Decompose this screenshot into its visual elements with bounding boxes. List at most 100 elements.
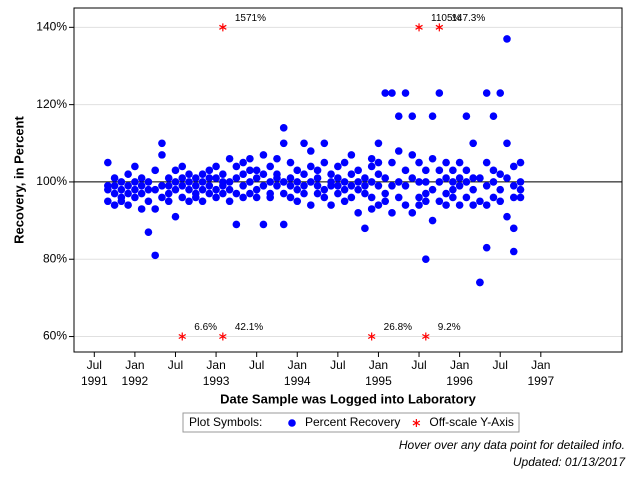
- data-point: [137, 205, 146, 213]
- data-point: [415, 158, 423, 167]
- data-point: [279, 178, 288, 186]
- data-point: [388, 89, 396, 97]
- data-point: [320, 158, 329, 167]
- data-point: [151, 185, 159, 194]
- data-point: [144, 185, 153, 194]
- data-point: [415, 193, 423, 202]
- x-tick-label: 1994: [284, 374, 311, 388]
- x-tick-label: Jul: [411, 358, 426, 372]
- data-point: [124, 189, 132, 198]
- data-point: [306, 201, 315, 209]
- data-point: [124, 201, 132, 209]
- data-point: [320, 185, 329, 194]
- data-point: [205, 189, 214, 198]
- data-point: [327, 181, 335, 190]
- data-point: [293, 178, 302, 186]
- data-point: [266, 178, 274, 186]
- data-point: [327, 170, 335, 179]
- data-point: [144, 178, 153, 186]
- data-point: [469, 201, 477, 209]
- data-point: [124, 170, 132, 179]
- data-point: [300, 170, 308, 179]
- data-point: [279, 139, 288, 148]
- data-point: [171, 185, 180, 194]
- data-point: [367, 205, 376, 213]
- data-point: [334, 162, 342, 171]
- data-point: [293, 197, 302, 206]
- data-point: [239, 181, 247, 190]
- data-point: [286, 193, 295, 202]
- data-point: [347, 193, 356, 202]
- x-tick-label: Jul: [249, 358, 264, 372]
- data-point: [246, 166, 254, 175]
- data-point: [482, 89, 491, 97]
- data-point: [178, 174, 187, 182]
- data-point: [394, 193, 403, 202]
- data-point: [354, 185, 362, 194]
- point-label: 1105%: [431, 13, 462, 24]
- data-point: [489, 166, 498, 175]
- data-point: [178, 181, 187, 190]
- data-point: [394, 112, 403, 121]
- data-point: [428, 216, 437, 225]
- data-point: [212, 193, 220, 202]
- data-point: [388, 158, 396, 167]
- data-point: [273, 181, 281, 190]
- data-point: [225, 185, 234, 194]
- x-tick-label: Jan: [369, 358, 388, 372]
- data-point: [293, 166, 302, 175]
- data-point: [469, 185, 477, 194]
- data-point: [489, 178, 498, 186]
- data-point: [259, 181, 268, 190]
- data-point: [246, 178, 254, 186]
- data-point: [232, 220, 241, 229]
- data-point: [198, 170, 207, 179]
- legend-label: Percent Recovery: [305, 415, 400, 429]
- data-point: [225, 154, 234, 163]
- data-point: [239, 193, 247, 202]
- data-point: [110, 189, 119, 198]
- data-point: [259, 151, 268, 159]
- data-point: [137, 181, 146, 190]
- data-point: [158, 193, 166, 202]
- asterisk-marker: [412, 419, 421, 427]
- data-point: [388, 181, 396, 190]
- data-point: [131, 185, 139, 194]
- data-point: [482, 243, 491, 252]
- data-point: [381, 189, 390, 198]
- data-point: [449, 178, 457, 186]
- data-point: [462, 193, 471, 202]
- data-point: [117, 185, 126, 194]
- data-point: [164, 181, 173, 190]
- data-point: [131, 193, 139, 202]
- data-point: [320, 193, 329, 202]
- x-tick-label: Jan: [531, 358, 550, 372]
- data-point: [151, 205, 159, 213]
- data-point: [191, 181, 200, 190]
- data-point: [503, 212, 511, 221]
- data-point: [185, 197, 193, 206]
- data-point: [300, 139, 308, 148]
- data-point: [408, 174, 417, 182]
- legend-title: Plot Symbols:: [189, 415, 262, 429]
- data-point: [476, 197, 484, 206]
- data-point: [225, 178, 234, 186]
- y-tick-label: 80%: [43, 251, 67, 265]
- data-point: [462, 166, 471, 175]
- x-tick-label: Jan: [288, 358, 307, 372]
- data-point: [198, 185, 207, 194]
- data-point: [320, 139, 329, 148]
- data-point: [516, 185, 525, 194]
- data-point: [313, 189, 322, 198]
- data-point: [449, 185, 457, 194]
- data-point: [361, 189, 369, 198]
- data-point: [361, 174, 369, 182]
- data-point: [428, 185, 437, 194]
- data-point: [158, 181, 166, 190]
- data-point: [381, 174, 390, 182]
- data-point: [455, 158, 464, 167]
- data-point: [422, 166, 430, 175]
- data-point: [334, 189, 342, 198]
- data-point: [185, 185, 193, 194]
